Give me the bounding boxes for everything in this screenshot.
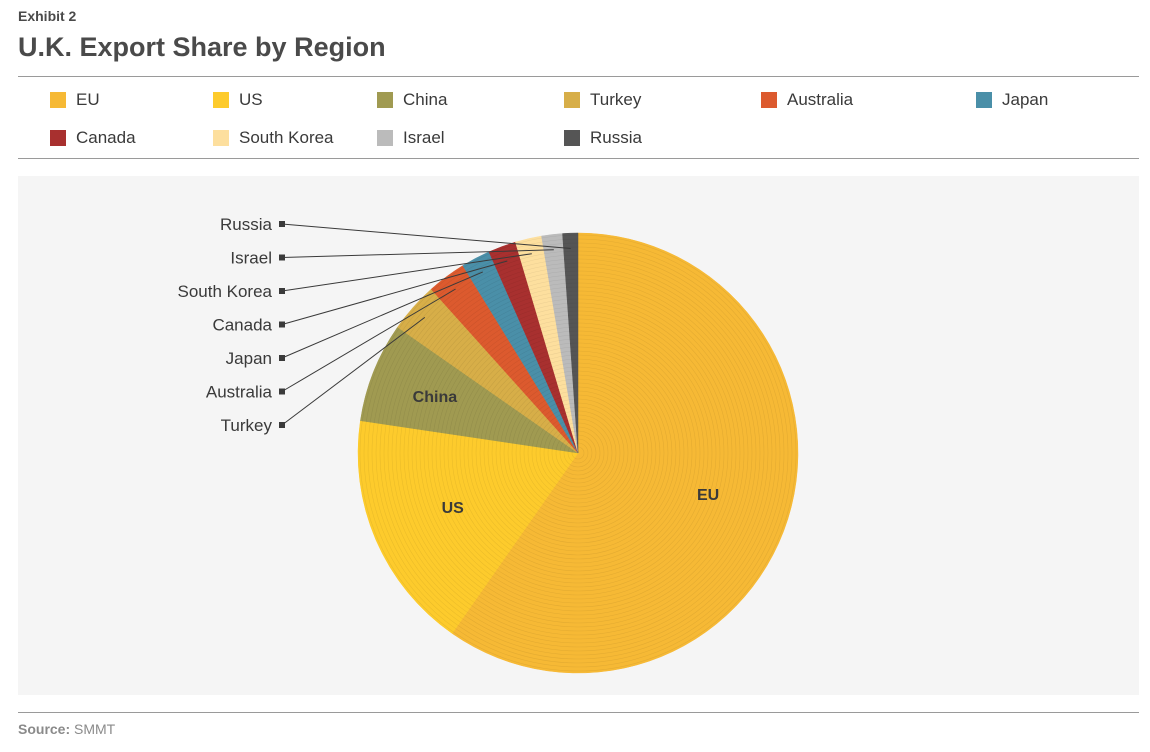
callout-line-russia <box>281 223 571 249</box>
legend-label: Australia <box>787 90 854 109</box>
legend-item-us: US <box>213 90 263 110</box>
pie-slice-china <box>360 326 579 454</box>
top-divider <box>18 76 1139 77</box>
pie-slice-eu <box>451 232 799 674</box>
legend-item-china: China <box>377 90 447 110</box>
callout-line-japan <box>281 271 483 359</box>
legend-swatch <box>564 130 580 146</box>
source-note: Source: SMMT <box>18 721 115 737</box>
legend-swatch <box>50 130 66 146</box>
callout-label-canada: Canada <box>212 316 272 335</box>
callout-line-canada <box>281 260 508 325</box>
callout-line-turkey <box>281 317 426 426</box>
callout-marker <box>279 355 285 361</box>
callout-label-australia: Australia <box>206 383 273 402</box>
legend-label: Turkey <box>590 90 642 109</box>
legend-label: Japan <box>1002 90 1049 109</box>
legend-label: Israel <box>403 128 445 147</box>
legend-swatch <box>761 92 777 108</box>
legend-item-eu: EU <box>50 90 100 110</box>
legend-swatch <box>564 92 580 108</box>
source-label: Source: <box>18 721 71 737</box>
callout-marker <box>279 321 285 328</box>
callout-marker <box>279 288 285 294</box>
legend-item-russia: Russia <box>564 128 642 148</box>
pie-slices <box>357 232 799 674</box>
legend-swatch <box>213 130 229 146</box>
legend-item-australia: Australia <box>761 90 853 110</box>
chart-area: EU US China Russia Israel South Korea Canada Ja… <box>18 176 1139 695</box>
source-value: SMMT <box>74 721 116 737</box>
chart-title: U.K. Export Share by Region <box>18 32 386 62</box>
callout-line-australia <box>281 288 456 392</box>
slice-label-eu: EU <box>697 487 719 504</box>
callout-marker <box>279 221 285 227</box>
legend-swatch <box>377 92 393 108</box>
legend-item-south-korea: South Korea <box>213 128 334 148</box>
legend-label: South Korea <box>239 128 334 147</box>
legend-item-japan: Japan <box>976 90 1048 110</box>
legend-swatch <box>213 92 229 108</box>
callout-label-israel: Israel <box>230 249 272 268</box>
callout-line-south-korea <box>281 253 532 292</box>
chart-legend: EU US China Turkey Australia Japan Canada South… <box>50 90 1140 150</box>
legend-label: EU <box>76 90 100 109</box>
legend-divider <box>18 158 1139 159</box>
pie-chart: EU US China Russia Israel South Korea Canada Ja… <box>177 215 799 674</box>
pie-labels: EU US China Russia Israel South Korea Canada Ja… <box>177 215 719 517</box>
callout-label-south-korea: South Korea <box>177 282 272 301</box>
callout-label-russia: Russia <box>220 215 273 234</box>
legend-label: US <box>239 90 263 109</box>
callout-marker <box>279 422 285 428</box>
pie-slice-russia <box>562 232 579 454</box>
legend-swatch <box>50 92 66 108</box>
slice-label-china: China <box>413 389 458 406</box>
legend-item-canada: Canada <box>50 128 136 148</box>
legend-label: Russia <box>590 128 642 147</box>
callout-label-japan: Japan <box>226 349 272 368</box>
callout-label-turkey: Turkey <box>221 416 273 435</box>
legend-swatch <box>976 92 992 108</box>
legend-swatch <box>377 130 393 146</box>
exhibit-label: Exhibit 2 <box>18 8 77 24</box>
callout-marker <box>279 388 285 395</box>
pie-slice-us <box>357 420 579 634</box>
bottom-divider <box>18 712 1139 713</box>
legend-item-turkey: Turkey <box>564 90 641 110</box>
callout-marker <box>279 254 285 261</box>
legend-label: Canada <box>76 128 136 147</box>
legend-item-israel: Israel <box>377 128 445 148</box>
pie-texture <box>359 234 797 672</box>
legend-label: China <box>403 90 448 109</box>
callout-line-israel <box>281 249 554 258</box>
slice-label-us: US <box>442 500 465 517</box>
